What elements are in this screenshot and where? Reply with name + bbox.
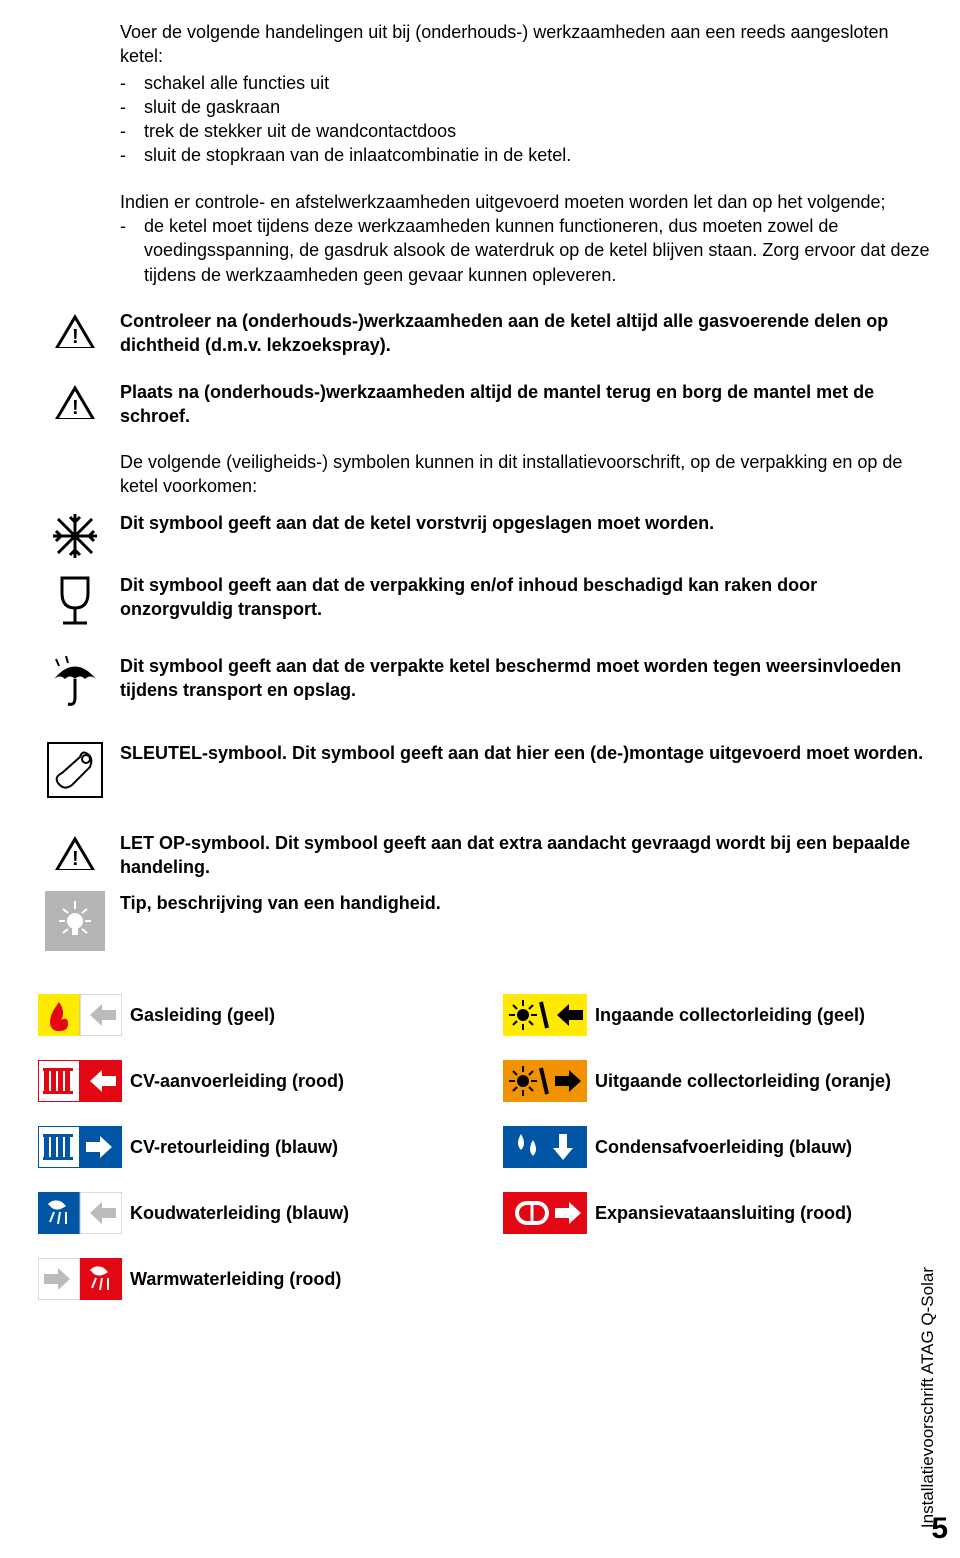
para2-bullet: - de ketel moet tijdens deze werkzaamhed… <box>120 214 930 287</box>
umbrella-icon <box>48 654 103 709</box>
legend-row: Koudwaterleiding (blauw) <box>30 1191 465 1235</box>
warning-icon: ! <box>50 831 100 875</box>
legend-row: Expansievataansluiting (rood) <box>495 1191 930 1235</box>
legend-row: Warmwaterleiding (rood) <box>30 1257 465 1301</box>
para2-bullet-text: de ketel moet tijdens deze werkzaamheden… <box>144 214 930 287</box>
legend-label: Gasleiding (geel) <box>130 1005 275 1026</box>
page-number: 5 <box>931 1512 948 1546</box>
footer-text: Installatievoorschrift ATAG Q-Solar <box>918 1267 938 1528</box>
warn1-row: ! Controleer na (onderhouds-)werkzaamhed… <box>30 309 930 358</box>
warning-icon: ! <box>50 309 100 353</box>
sym-wrench-text: SLEUTEL-symbool. Dit symbool geeft aan d… <box>120 741 930 765</box>
legend-icon <box>30 1060 130 1102</box>
legend-label: Expansievataansluiting (rood) <box>595 1203 852 1224</box>
legend-left: Gasleiding (geel) CV-aanvoerleiding (rood… <box>30 993 465 1323</box>
legend-icon <box>30 1258 130 1300</box>
legend-icon <box>495 994 595 1036</box>
warning-icon: ! <box>50 380 100 424</box>
legend-label: CV-retourleiding (blauw) <box>130 1137 338 1158</box>
sym-attention-row: ! LET OP-symbool. Dit symbool geeft aan … <box>30 831 930 880</box>
legend-icon <box>30 1192 130 1234</box>
legend-section: Gasleiding (geel) CV-aanvoerleiding (rood… <box>30 993 930 1323</box>
legend-label: Ingaande collectorleiding (geel) <box>595 1005 865 1026</box>
intro-bullets: -schakel alle functies uit-sluit de gask… <box>120 71 930 168</box>
sym-umbrella-row: Dit symbool geeft aan dat de verpakte ke… <box>30 654 930 709</box>
legend-row: CV-retourleiding (blauw) <box>30 1125 465 1169</box>
intro-bullet: -trek de stekker uit de wandcontactdoos <box>120 119 930 143</box>
legend-right: Ingaande collectorleiding (geel) Uitgaand… <box>495 993 930 1323</box>
sym-umbrella-text: Dit symbool geeft aan dat de verpakte ke… <box>120 654 930 703</box>
legend-row: Ingaande collectorleiding (geel) <box>495 993 930 1037</box>
intro-bullet: -sluit de stopkraan van de inlaatcombina… <box>120 143 930 167</box>
legend-row: Gasleiding (geel) <box>30 993 465 1037</box>
legend-icon <box>30 1126 130 1168</box>
sym-frost-row: Dit symbool geeft aan dat de ketel vorst… <box>30 511 930 561</box>
lightbulb-icon <box>45 891 105 951</box>
legend-icon <box>30 994 130 1036</box>
sym-glass-row: Dit symbool geeft aan dat de verpakking … <box>30 573 930 628</box>
sym-tip-text: Tip, beschrijving van een handigheid. <box>120 891 930 915</box>
warn2-row: ! Plaats na (onderhouds-)werkzaamheden a… <box>30 380 930 429</box>
legend-label: Condensafvoerleiding (blauw) <box>595 1137 852 1158</box>
para2a: Indien er controle- en afstelwerkzaamhed… <box>120 190 930 214</box>
sym-frost-text: Dit symbool geeft aan dat de ketel vorst… <box>120 511 930 535</box>
legend-icon <box>495 1060 595 1102</box>
intro-bullet: -sluit de gaskraan <box>120 95 930 119</box>
warn2-text: Plaats na (onderhouds-)werkzaamheden alt… <box>120 380 930 429</box>
sym-glass-text: Dit symbool geeft aan dat de verpakking … <box>120 573 930 622</box>
legend-row: Uitgaande collectorleiding (oranje) <box>495 1059 930 1103</box>
fragile-icon <box>50 573 100 628</box>
warn1-text: Controleer na (onderhouds-)werkzaamheden… <box>120 309 930 358</box>
para3-row: De volgende (veiligheids-) symbolen kunn… <box>30 450 930 499</box>
sym-tip-row: Tip, beschrijving van een handigheid. <box>30 891 930 951</box>
para3-text: De volgende (veiligheids-) symbolen kunn… <box>120 450 930 499</box>
legend-label: Uitgaande collectorleiding (oranje) <box>595 1071 891 1092</box>
wrench-icon <box>46 741 104 799</box>
legend-row: Condensafvoerleiding (blauw) <box>495 1125 930 1169</box>
legend-label: Koudwaterleiding (blauw) <box>130 1203 349 1224</box>
snowflake-icon <box>50 511 100 561</box>
intro-block: Voer de volgende handelingen uit bij (on… <box>30 20 930 168</box>
para2-block: Indien er controle- en afstelwerkzaamhed… <box>30 190 930 287</box>
legend-label: CV-aanvoerleiding (rood) <box>130 1071 344 1092</box>
intro-bullet: -schakel alle functies uit <box>120 71 930 95</box>
document-body: Voer de volgende handelingen uit bij (on… <box>30 20 930 1323</box>
legend-icon <box>495 1126 595 1168</box>
legend-row: CV-aanvoerleiding (rood) <box>30 1059 465 1103</box>
legend-label: Warmwaterleiding (rood) <box>130 1269 341 1290</box>
legend-icon <box>495 1192 595 1234</box>
sym-attention-text: LET OP-symbool. Dit symbool geeft aan da… <box>120 831 930 880</box>
sym-wrench-row: SLEUTEL-symbool. Dit symbool geeft aan d… <box>30 741 930 799</box>
intro-text: Voer de volgende handelingen uit bij (on… <box>120 20 930 69</box>
